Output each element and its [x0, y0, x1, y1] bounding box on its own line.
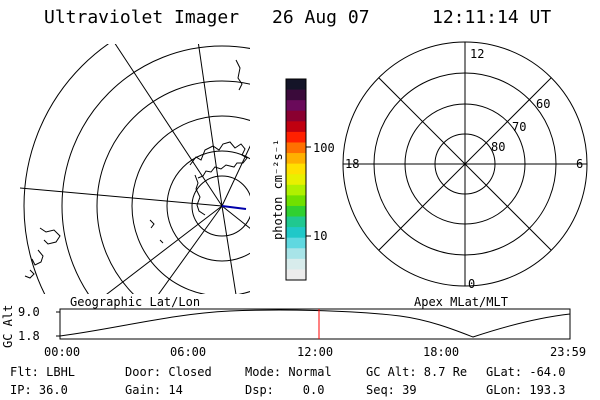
date-label: 26 Aug 07	[272, 7, 370, 28]
colorbar-swatch	[286, 174, 306, 186]
colorbar-swatch	[286, 216, 306, 228]
orbit-xtick-1: 06:00	[170, 345, 207, 359]
colorbar-swatch	[286, 227, 306, 239]
colorbar-swatch	[286, 131, 306, 144]
gain-info: Gain: 14	[125, 383, 183, 397]
colorbar-swatch	[286, 248, 306, 260]
colorbar-swatch	[286, 100, 306, 112]
colorbar-swatch	[286, 269, 306, 281]
colorbar-swatch	[286, 237, 306, 249]
mlt-label-18: 18	[345, 157, 360, 171]
mlat-label-60: 60	[536, 97, 551, 111]
colorbar-swatch	[286, 121, 306, 133]
seq-info: Seq: 39	[366, 383, 417, 397]
colorbar-swatch	[286, 142, 306, 154]
mlat-label-70: 70	[512, 120, 527, 134]
orbit-ylabel: GC Alt	[1, 304, 15, 348]
colorbar-swatch	[286, 89, 306, 101]
latitude-circles	[23, 44, 250, 294]
colorbar-swatch	[286, 163, 306, 175]
colorbar-swatch	[286, 153, 306, 165]
colorbar-tick-100: 100	[313, 141, 335, 155]
orbit-xtick-3: 18:00	[423, 345, 460, 359]
filter-info: Flt: LBHL	[10, 365, 76, 379]
polar-panel-label: Apex MLat/MLT	[414, 295, 508, 309]
orbit-xtick-0: 00:00	[44, 345, 81, 359]
orbit-xtick-4: 23:59	[550, 345, 587, 359]
colorbar-swatch	[286, 79, 306, 91]
mlt-label-12: 12	[470, 47, 485, 61]
colorbar-swatch	[286, 205, 306, 218]
glat-info: GLat: -64.0	[486, 365, 566, 379]
mlt-label-0: 0	[468, 277, 476, 291]
gc-alt-info: GC Alt: 8.7 Re	[366, 365, 468, 379]
dsp-info: Dsp: 0.0	[245, 383, 325, 397]
colorbar-tick-10: 10	[313, 229, 328, 243]
door-info: Door: Closed	[125, 365, 212, 379]
mode-info: Mode: Normal	[245, 365, 332, 379]
colorbar-swatch	[286, 258, 306, 271]
orbit-frame	[59, 308, 571, 340]
time-label: 12:11:14 UT	[432, 7, 552, 28]
ip-info: IP: 36.0	[10, 383, 68, 397]
geo-panel-label: Geographic Lat/Lon	[70, 295, 201, 309]
orbit-ymin-label: 1.8	[18, 329, 40, 343]
colorbar-swatch	[286, 184, 306, 196]
mlt-line-diag2	[377, 76, 553, 252]
instrument-title: Ultraviolet Imager	[44, 7, 240, 28]
orbit-altitude-curve	[59, 309, 571, 338]
colorbar-swatch	[286, 110, 306, 122]
mlat-label-80: 80	[491, 140, 506, 154]
pole-marker	[221, 205, 247, 210]
coastlines	[24, 59, 248, 279]
orbit-xtick-2: 12:00	[297, 345, 334, 359]
mlt-label-6: 6	[576, 157, 584, 171]
colorbar-swatch	[286, 195, 306, 207]
orbit-ymax-label: 9.0	[18, 305, 40, 319]
glon-info: GLon: 193.3	[486, 383, 566, 397]
longitude-lines	[20, 44, 250, 294]
